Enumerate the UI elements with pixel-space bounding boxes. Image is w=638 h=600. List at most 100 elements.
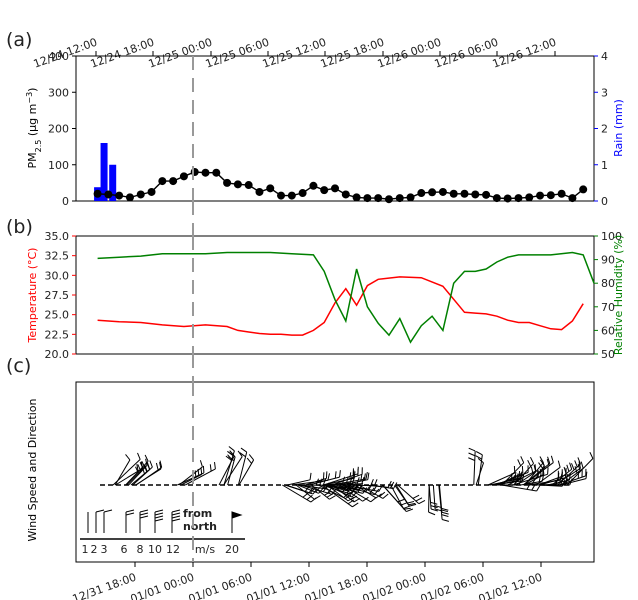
wind-barb (475, 451, 483, 486)
pm25-axis-label-units: (μg m (26, 104, 39, 140)
temperature-tick-label: 22.5 (45, 328, 70, 341)
wind-barb (311, 484, 336, 500)
wind-barb (496, 465, 529, 486)
humidity-axis-label: Relative Humidity (%) (612, 235, 625, 355)
legend-barb (171, 509, 181, 533)
pm25-point (568, 194, 577, 203)
wind-barb (284, 484, 318, 495)
humidity-tick-label: 90 (601, 254, 615, 267)
pm25-point (331, 184, 339, 193)
wind-barb (468, 447, 476, 486)
panel-b-frame (75, 235, 595, 355)
rain-tick-label: 3 (601, 86, 608, 99)
wind-barb (438, 484, 449, 522)
legend-speed-label: 20 (225, 543, 239, 556)
humidity-axis-ticks: 50 60 70 80 90 100 (594, 230, 622, 361)
rain-axis-ticks: 0 1 2 3 4 (594, 50, 608, 208)
pm25-point (503, 194, 512, 203)
bottom-axis-tick-label: 12/31 18:00 (71, 571, 138, 600)
pm25-axis-label: PM2.5 (μg m−3) (25, 88, 43, 169)
pm25-point (136, 190, 145, 199)
rain-tick-label: 1 (601, 159, 608, 172)
wind-barb (501, 483, 541, 492)
pm25-point (298, 189, 307, 198)
legend-barb (95, 509, 105, 533)
pm25-axis-ticks: 0 100 200 300 400 (48, 50, 76, 208)
wind-barb (331, 467, 363, 486)
pm25-point (125, 193, 134, 202)
wind-barb (522, 456, 551, 486)
bottom-axis-tick-label: 01/01 06:00 (187, 571, 254, 600)
top-axis-tick-label: 12/25 12:00 (261, 36, 328, 71)
legend-direction-note-2: north (183, 520, 217, 533)
pm25-point (579, 185, 588, 194)
rain-tick-label: 4 (601, 50, 608, 63)
pm25-point (471, 190, 480, 199)
wind-barb (135, 460, 163, 486)
bottom-axis-tick-label: 01/02 12:00 (477, 571, 544, 600)
legend-barb (231, 511, 243, 533)
wind-barb (223, 446, 235, 486)
pm25-point (406, 193, 415, 202)
wind-barb (125, 454, 149, 486)
wind-barb (291, 473, 330, 486)
wind-barb (475, 457, 484, 486)
wind-barb (318, 484, 350, 499)
wind-barb (238, 454, 255, 486)
legend-speed-label: 2 (91, 543, 98, 556)
pm25-axis-label-exp: −3 (25, 92, 34, 104)
legend-speed-label: 12 (166, 543, 180, 556)
temperature-tick-label: 32.5 (45, 250, 70, 263)
pm25-point (492, 194, 501, 203)
pm25-tick-label: 100 (48, 159, 69, 172)
wind-panel: Wind Speed and Direction 1 2 3 6 8 10 12 20 m/s… (26, 381, 595, 563)
top-axis-tick-label: 12/26 12:00 (491, 36, 558, 71)
legend-barb (139, 509, 149, 533)
wind-barb (395, 484, 416, 506)
temperature-series (97, 276, 584, 336)
wind-barb (432, 484, 442, 512)
rain-tick-label: 0 (601, 195, 608, 208)
wind-barb (323, 482, 364, 490)
humidity-tick-label: 60 (601, 324, 615, 337)
pm25-point (201, 168, 210, 177)
pm25-point (244, 181, 253, 190)
temperature-tick-label: 35.0 (45, 230, 70, 243)
legend-speed-label: 8 (137, 543, 144, 556)
pm25-line (97, 171, 584, 200)
wind-speed-legend: 1 2 3 6 8 10 12 20 m/s from north (80, 507, 245, 556)
top-axis-tick-label: 12/25 18:00 (319, 36, 386, 71)
pm25-point (363, 194, 372, 203)
wind-barb (364, 480, 392, 488)
wind-barb (382, 484, 411, 509)
humidity-tick-label: 50 (601, 348, 615, 361)
pm25-point (352, 193, 361, 202)
pm25-tick-label: 300 (48, 86, 69, 99)
pm25-point (395, 194, 404, 203)
humidity-line (97, 251, 595, 344)
wind-barb (516, 464, 537, 486)
pm25-point (525, 193, 534, 202)
legend-barb (125, 509, 135, 533)
pm25-point (104, 190, 113, 199)
wind-barb (325, 484, 358, 498)
pm25-point (384, 195, 393, 204)
bottom-axis-tick-label: 01/01 00:00 (129, 571, 196, 600)
pm25-point (266, 184, 275, 193)
wind-barb (114, 454, 131, 486)
top-axis-tick-label: 12/26 06:00 (433, 36, 500, 71)
pm25-point (536, 191, 545, 200)
wind-barb (397, 484, 426, 505)
temperature-axis-label: Temperature (°C) (26, 248, 39, 344)
temperature-tick-label: 25.0 (45, 309, 70, 322)
wind-barb (551, 462, 573, 486)
legend-speed-label: 6 (121, 543, 128, 556)
pm25-axis-label-close: ) (26, 88, 39, 92)
legend-direction-note-1: from (183, 507, 212, 520)
pm25-point (428, 188, 437, 197)
wind-axis-label: Wind Speed and Direction (26, 398, 39, 541)
wind-barb (130, 462, 151, 486)
wind-barbs (112, 446, 594, 522)
pm25-tick-label: 400 (48, 50, 69, 63)
legend-barb (103, 509, 113, 533)
